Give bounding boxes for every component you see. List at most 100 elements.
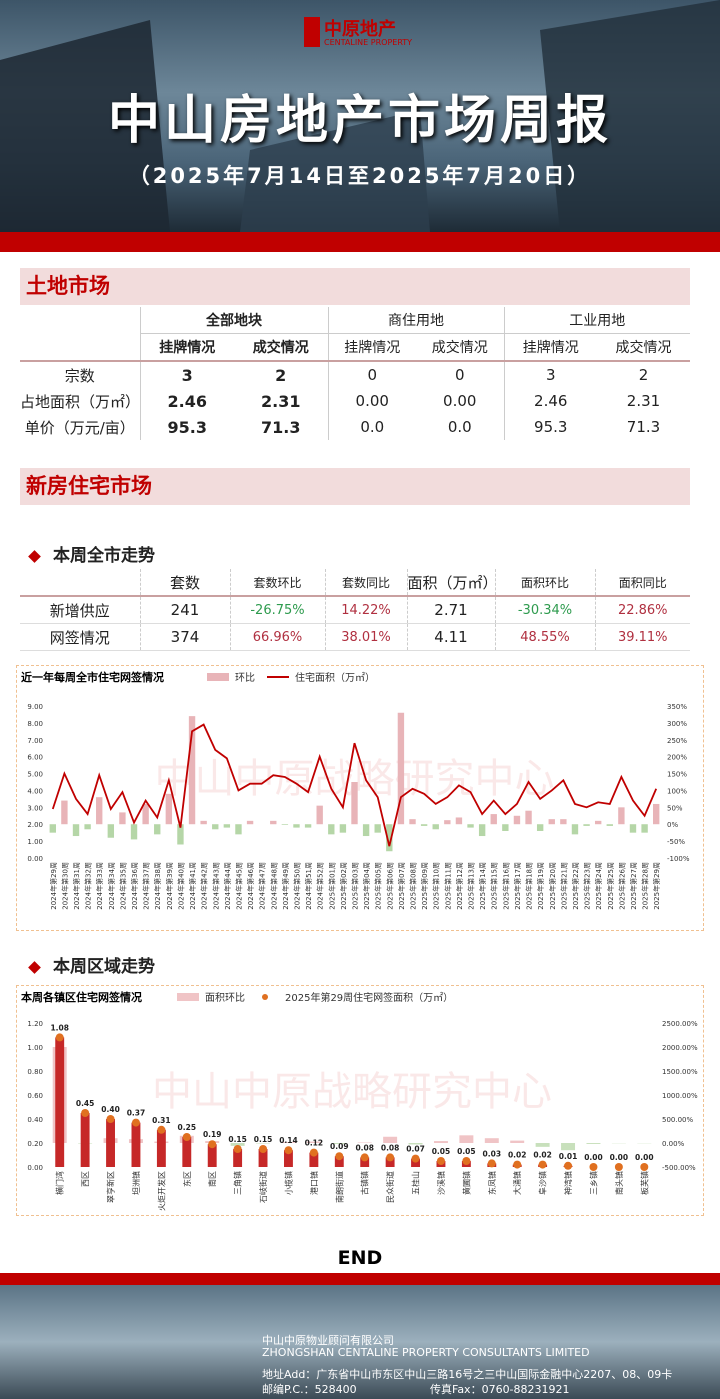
bar: [49, 824, 56, 833]
y2-tick-label: 2500.00%: [662, 1020, 698, 1028]
table-cell: 0.0: [416, 414, 505, 440]
bar: [328, 824, 335, 835]
value-label: 0.14: [279, 1136, 298, 1145]
bar: [383, 1136, 398, 1143]
value-label: 0.00: [584, 1153, 603, 1162]
bar: [223, 824, 231, 828]
blank-cell: [20, 307, 141, 334]
bar: [284, 1150, 293, 1167]
bar: [246, 820, 254, 825]
bar: [409, 819, 416, 825]
table-cell: 241: [139, 596, 230, 624]
marker: [436, 1157, 445, 1165]
subsection-title: 本周区域走势: [30, 952, 155, 977]
header-art: [0, 0, 720, 232]
column-header: 套数: [139, 569, 230, 596]
y2-tick-label: 1500.00%: [662, 1068, 698, 1076]
bar: [386, 824, 393, 852]
marker: [81, 1109, 90, 1117]
row-label: 单价（万元/亩）: [20, 414, 141, 440]
y-tick-label: 2.00: [27, 821, 43, 829]
x-tick-label: 2025年第27周: [629, 862, 638, 910]
table-row: 新增供应 241 -26.75% 14.22% 2.71 -30.34% 22.86%: [20, 596, 690, 624]
value-label: 0.31: [152, 1116, 171, 1125]
table-cell: 3: [181, 365, 193, 385]
y2-tick-label: 500.00%: [662, 1116, 693, 1124]
x-tick-label: 2025年第24周: [594, 862, 603, 910]
report-title: 中山房地产市场周报: [107, 90, 612, 151]
y-tick-label: 1.00: [27, 1044, 43, 1052]
bar: [467, 824, 474, 828]
x-tick-label: 2024年第38周: [153, 862, 162, 910]
table-cell: 95.3: [534, 418, 568, 436]
y-tick-label: 0.40: [27, 1116, 43, 1124]
chart-frame: 中山中原战略研究中心 本周各镇区住宅网签情况 面积环比 2025年第29周住宅网签面积…: [16, 985, 704, 1216]
table-cell: 22.86%: [594, 596, 690, 624]
table-cell: 95.3: [167, 417, 207, 437]
column-header: 挂牌情况: [159, 340, 216, 356]
x-tick-label: 2025年第03周: [351, 862, 360, 910]
x-tick-label: 2025年第21周: [559, 862, 568, 910]
table-cell: 2: [234, 361, 329, 388]
marker: [106, 1115, 115, 1123]
y2-tick-label: 200%: [667, 754, 687, 762]
y-tick-label: 0.60: [27, 1092, 43, 1100]
line: [51, 723, 658, 847]
table-cell: 2.31: [626, 392, 661, 410]
x-tick-label: 民众街道: [385, 1171, 395, 1203]
value-label: 0.03: [483, 1149, 502, 1158]
x-tick-label: 东区: [182, 1171, 192, 1187]
marker: [564, 1161, 573, 1170]
value-label: 0.05: [457, 1147, 476, 1156]
y2-tick-label: 350%: [667, 703, 687, 711]
table-cell: 3: [545, 366, 556, 384]
table-cell: 4.11: [406, 623, 495, 651]
bar: [270, 820, 277, 825]
table-row: 宗数 3 2 0 0 3 2: [20, 361, 690, 388]
red-band: [0, 232, 720, 252]
y2-tick-label: 2000.00%: [662, 1044, 698, 1052]
marker: [335, 1152, 344, 1161]
bar: [55, 1037, 65, 1167]
x-tick-label: 2024年第35周: [118, 862, 127, 910]
legend-swatch: [262, 994, 268, 1000]
postcode: 邮编P.C.：528400: [262, 1383, 357, 1396]
x-tick-label: 2025年第29周: [652, 862, 661, 910]
value-label: 0.37: [127, 1109, 146, 1118]
bar: [80, 1113, 90, 1167]
bar: [583, 824, 590, 826]
bar: [360, 1157, 370, 1167]
y2-tick-label: 300%: [667, 720, 687, 728]
x-tick-label: 2024年第50周: [292, 862, 301, 910]
bar: [374, 824, 381, 833]
red-band: [0, 1273, 720, 1285]
x-tick-label: 2024年第52周: [316, 862, 325, 910]
x-tick-label: 2024年第48周: [269, 862, 278, 910]
watermark: 中山中原战略研究中心: [152, 1069, 552, 1115]
x-tick-label: 2025年第18周: [525, 862, 534, 910]
x-tick-label: 2024年第49周: [281, 862, 290, 910]
x-tick-label: 石岐街道: [258, 1171, 268, 1203]
y-tick-label: 4.00: [27, 787, 43, 795]
x-tick-label: 2024年第43周: [211, 862, 220, 910]
x-tick-label: 2024年第42周: [200, 862, 209, 910]
value-label: 0.08: [381, 1143, 400, 1152]
value-label: 0.12: [305, 1139, 324, 1148]
x-tick-label: 南区: [207, 1171, 217, 1187]
marker: [411, 1154, 420, 1163]
bar: [560, 819, 567, 825]
x-tick-label: 2024年第47周: [258, 862, 267, 910]
legend-label: 2025年第29周住宅网签面积（万㎡）: [285, 991, 453, 1004]
x-tick-label: 2024年第45周: [234, 862, 243, 910]
x-tick-label: 火炬开发区: [156, 1171, 166, 1211]
bar: [561, 1143, 576, 1151]
x-tick-label: 大涌镇: [512, 1171, 522, 1195]
bar: [233, 1149, 243, 1167]
end-mark: END: [337, 1247, 383, 1269]
x-tick-label: 南头镇: [614, 1171, 624, 1195]
x-tick-label: 2025年第28周: [641, 862, 650, 910]
bar: [177, 824, 184, 845]
y2-tick-label: 50%: [667, 804, 683, 812]
bar: [131, 1122, 141, 1167]
